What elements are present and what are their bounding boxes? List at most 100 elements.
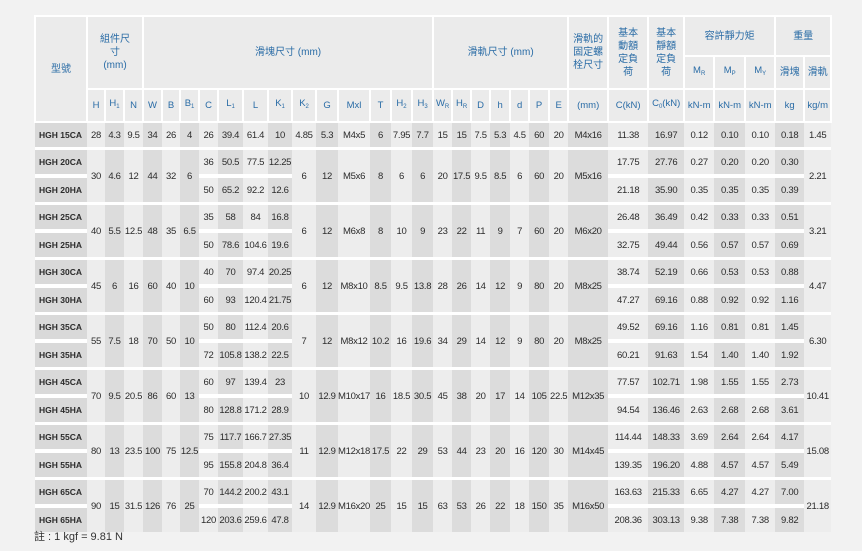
cell-c0: 52.19 <box>648 260 685 288</box>
cell-w-block: 9.82 <box>775 506 805 532</box>
moment-col-header: MP <box>713 55 747 90</box>
cell-n: 16 <box>124 260 144 312</box>
cell-c: 80 <box>199 396 219 422</box>
dim-col-header: H2 <box>390 88 414 123</box>
cell-l1: 203.6 <box>218 506 244 532</box>
cell-t: 8 <box>370 205 392 257</box>
cell-b: 26 <box>162 122 181 147</box>
weight-unit-header: kg <box>774 88 806 123</box>
cell-h2: 16 <box>391 315 413 367</box>
cell-l1: 117.7 <box>218 425 244 453</box>
cell-w-block: 5.49 <box>775 451 805 477</box>
cell-p: 60 <box>529 205 550 257</box>
cell-mxl: M4x5 <box>338 122 371 147</box>
cell-w: 44 <box>143 150 163 202</box>
cell-wr: 23 <box>433 205 453 257</box>
cell-l: 259.6 <box>243 506 269 532</box>
cell-mxl: M5x6 <box>338 150 371 202</box>
cell-h1: 4.3 <box>105 122 124 147</box>
table-row: HGH 15CA 28 4.3 9.5 34 26 4 26 39.4 61.4 10 4.85 5.3… <box>35 122 832 147</box>
cell-n: 12.5 <box>124 205 144 257</box>
cell-n: 20.5 <box>124 370 144 422</box>
cell-l1: 70 <box>218 260 244 288</box>
cell-h: 12 <box>490 315 511 367</box>
cell-c-dyn: 77.57 <box>608 370 649 398</box>
cell-k2: 10 <box>292 370 317 422</box>
cell-e: 20 <box>549 150 569 202</box>
cell-mxl: M12x18 <box>338 425 370 477</box>
cell-d: 6 <box>510 150 530 202</box>
cell-my: 4.57 <box>745 451 776 477</box>
cell-w-rail: 3.21 <box>804 205 832 257</box>
static-load-unit-header: C0(kN) <box>647 88 686 123</box>
cell-c-dyn: 21.18 <box>608 176 649 202</box>
table-row: HGH 35CA 55 7.5 18 70 50 10 50 80 112.4 20.6 7 12 M8x… <box>35 315 832 367</box>
cell-k1: 27.35 <box>268 425 293 453</box>
cell-mr: 1.54 <box>684 341 715 367</box>
cell-w: 100 <box>143 425 163 477</box>
cell-p: 60 <box>529 150 550 202</box>
cell-t: 16 <box>370 370 392 422</box>
cell-bolt: M5x16 <box>568 150 609 202</box>
cell-l: 204.8 <box>243 451 269 477</box>
cell-mp: 4.27 <box>714 480 746 508</box>
cell-k2: 11 <box>292 425 317 477</box>
table-row: HGH 30HA 60 93 120.4 21.75 47.27 69.16 0.88 0.92… <box>35 286 831 312</box>
cell-n: 9.5 <box>124 122 144 147</box>
moment-unit-header: kN-m <box>744 88 777 123</box>
cell-w: 126 <box>143 480 163 532</box>
cell-h: 9 <box>490 205 511 257</box>
dim-col-header: B1 <box>179 88 201 123</box>
cell-g: 12.9 <box>316 425 339 477</box>
hgh-spec-table: 型號 組件尺寸 (mm) 滑塊尺寸 (mm) 滑軌尺寸 (mm) 滑軌的固定螺栓… <box>34 15 833 532</box>
cell-n: 23.5 <box>124 425 144 477</box>
cell-w-rail: 4.47 <box>804 260 832 312</box>
cell-wr: 34 <box>433 315 453 367</box>
cell-mp: 0.53 <box>714 260 746 288</box>
dim-col-header: H <box>86 88 106 123</box>
model-name: HGH 35HA <box>35 341 87 367</box>
cell-b: 75 <box>162 425 181 477</box>
cell-b: 32 <box>162 150 181 202</box>
cell-mr: 0.12 <box>684 122 715 147</box>
cell-c-dyn: 32.75 <box>608 231 649 257</box>
cell-n: 31.5 <box>124 480 144 532</box>
cell-c0: 69.16 <box>648 315 685 343</box>
footnote: 註 : 1 kgf = 9.81 N <box>34 531 123 543</box>
cell-k1: 21.75 <box>268 286 293 312</box>
model-name: HGH 15CA <box>35 122 87 147</box>
cell-p: 150 <box>529 480 550 532</box>
cell-hr: 53 <box>452 480 472 532</box>
model-name: HGH 25CA <box>35 205 87 233</box>
cell-mp: 0.20 <box>714 150 746 178</box>
cell-mr: 0.35 <box>684 176 715 202</box>
cell-wr: 15 <box>433 122 453 147</box>
dim-col-header: L <box>242 88 270 123</box>
cell-t: 8 <box>370 150 392 202</box>
cell-l1: 155.8 <box>218 451 244 477</box>
cell-b1: 10 <box>180 315 200 367</box>
cell-h1: 9.5 <box>105 370 124 422</box>
cell-hr: 44 <box>452 425 472 477</box>
cell-mxl: M6x8 <box>338 205 371 257</box>
cell-l: 112.4 <box>243 315 269 343</box>
cell-d: 14 <box>510 370 530 422</box>
cell-h: 40 <box>87 205 105 257</box>
model-name: HGH 30CA <box>35 260 87 288</box>
cell-c: 60 <box>199 286 219 312</box>
cell-t: 8.5 <box>370 260 392 312</box>
cell-l: 104.6 <box>243 231 269 257</box>
model-name: HGH 20HA <box>35 176 87 202</box>
cell-w-block: 0.39 <box>775 176 805 202</box>
cell-hr: 29 <box>452 315 472 367</box>
row-separator <box>35 257 832 260</box>
cell-d: 23 <box>471 425 491 477</box>
cell-c-dyn: 26.48 <box>608 205 649 233</box>
cell-h: 22 <box>490 480 511 532</box>
moment-col-header: MR <box>683 55 716 90</box>
cell-mp: 0.10 <box>714 122 746 147</box>
cell-my: 7.38 <box>745 506 776 532</box>
cell-h: 5.3 <box>490 122 511 147</box>
cell-h3: 19.6 <box>412 315 434 367</box>
cell-h1: 5.5 <box>105 205 124 257</box>
